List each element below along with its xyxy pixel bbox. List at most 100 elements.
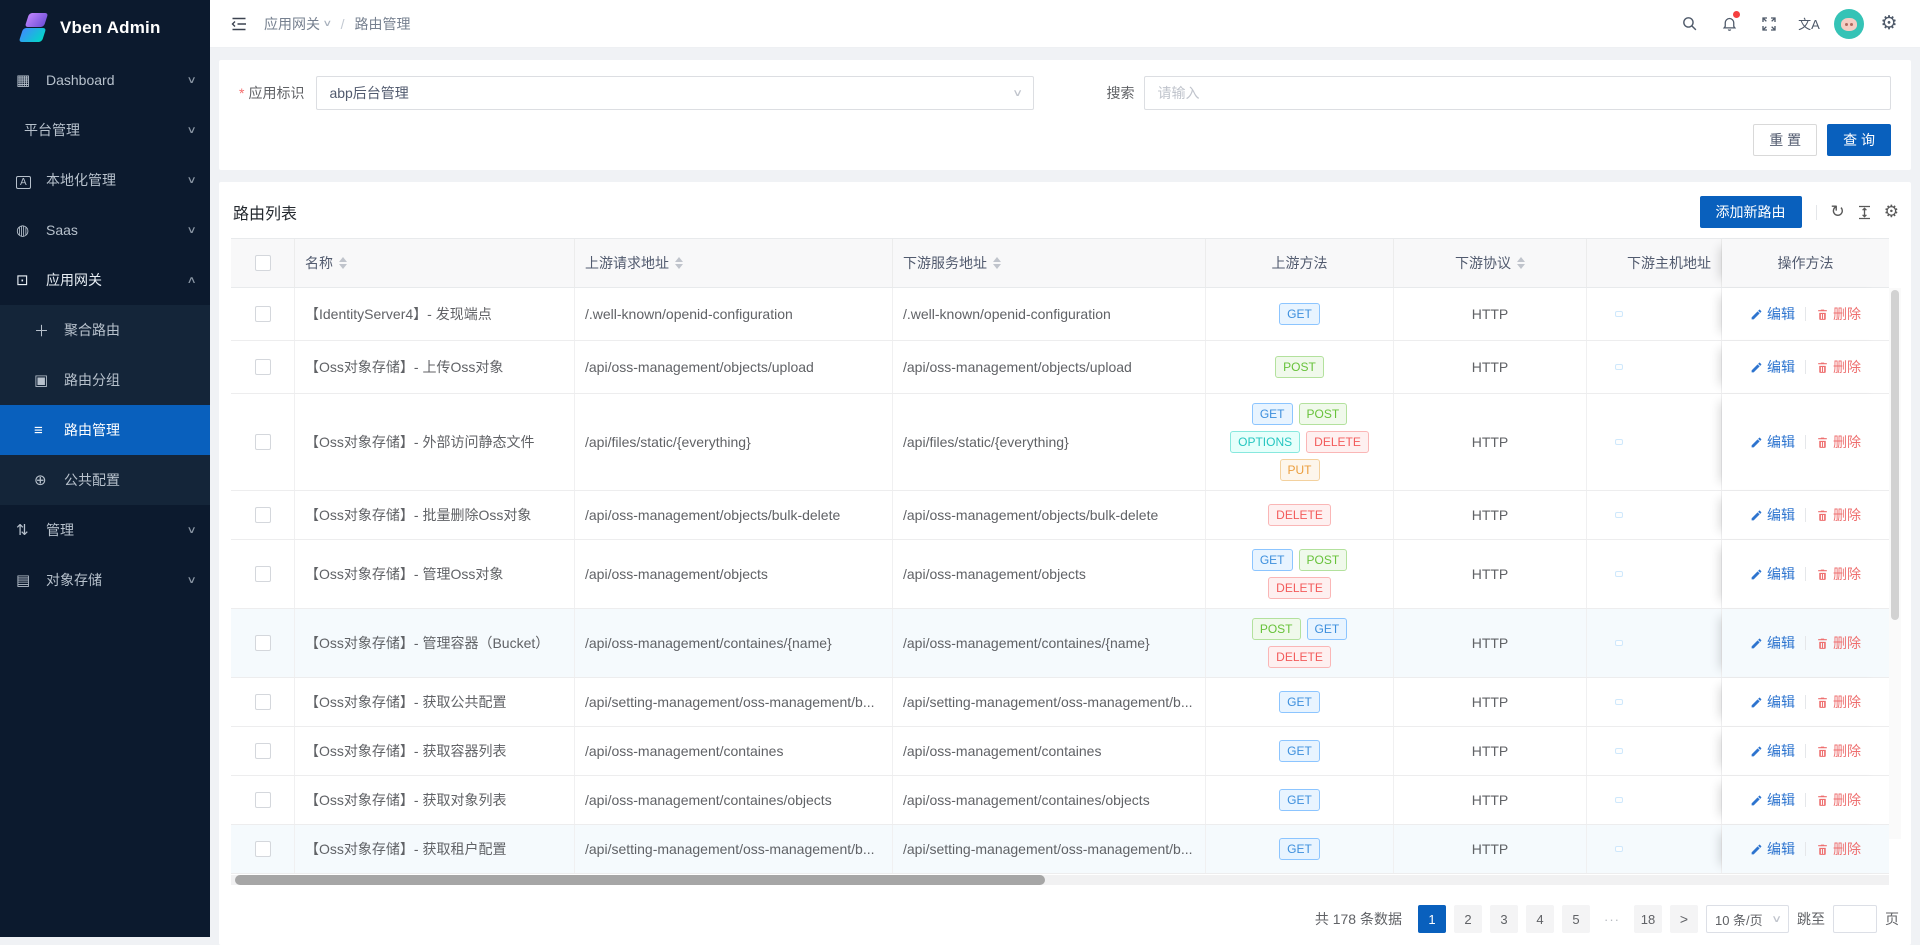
sort-icon[interactable] — [675, 257, 683, 269]
row-checkbox[interactable] — [255, 841, 271, 857]
row-height-icon[interactable] — [1857, 205, 1872, 220]
sidebar-item-平台管理[interactable]: 平台管理∨ — [0, 105, 210, 155]
row-checkbox[interactable] — [255, 507, 271, 523]
row-checkbox[interactable] — [255, 566, 271, 582]
sidebar-item-应用网关[interactable]: ⊡应用网关∧ — [0, 255, 210, 305]
row-checkbox[interactable] — [255, 792, 271, 808]
delete-button[interactable]: 删除 — [1816, 432, 1861, 452]
row-checkbox[interactable] — [255, 434, 271, 450]
column-header-3[interactable]: 下游服务地址 — [893, 239, 1206, 287]
select-all-checkbox[interactable] — [255, 255, 271, 271]
route-name-cell: 【Oss对象存储】- 管理Oss对象 — [295, 540, 575, 608]
delete-button[interactable]: 删除 — [1816, 839, 1861, 859]
page-button-2[interactable]: 2 — [1454, 905, 1482, 933]
row-checkbox[interactable] — [255, 306, 271, 322]
row-checkbox[interactable] — [255, 359, 271, 375]
method-tag-delete: DELETE — [1306, 431, 1369, 453]
route-name-cell: 【IdentityServer4】- 发现端点 — [295, 288, 575, 340]
translate-icon[interactable]: 文A — [1792, 4, 1826, 44]
sort-icon[interactable] — [993, 257, 1001, 269]
protocol-value: HTTP — [1472, 566, 1509, 582]
search-input[interactable] — [1144, 76, 1891, 110]
refresh-icon[interactable]: ↻ — [1831, 202, 1845, 222]
add-route-button[interactable]: 添加新路由 — [1700, 196, 1802, 228]
horizontal-scrollbar-thumb[interactable] — [235, 875, 1045, 885]
row-checkbox-cell — [231, 727, 295, 775]
delete-button[interactable]: 删除 — [1816, 790, 1861, 810]
breadcrumb-app-gateway[interactable]: 应用网关 ∨ — [264, 14, 331, 34]
reset-button[interactable]: 重 置 — [1753, 124, 1817, 156]
upstream-path: /api/files/static/{everything} — [585, 434, 751, 450]
logo[interactable]: Vben Admin — [0, 0, 210, 55]
column-header-1[interactable]: 名称 — [295, 239, 575, 287]
sidebar-item-路由分组[interactable]: ▣路由分组 — [0, 355, 210, 405]
page-button-1[interactable]: 1 — [1418, 905, 1446, 933]
page-button-3[interactable]: 3 — [1490, 905, 1518, 933]
column-header-5[interactable]: 下游协议 — [1394, 239, 1587, 287]
edit-button[interactable]: 编辑 — [1750, 357, 1795, 377]
sidebar-item-聚合路由[interactable]: ＋聚合路由 — [0, 305, 210, 355]
delete-button[interactable]: 删除 — [1816, 564, 1861, 584]
vben-logo-icon — [18, 12, 50, 44]
app-id-select[interactable]: abp后台管理 ∨ — [316, 76, 1034, 110]
edit-button[interactable]: 编辑 — [1750, 304, 1795, 324]
jump-suffix: 页 — [1885, 909, 1899, 929]
page-button-4[interactable]: 4 — [1526, 905, 1554, 933]
table-settings-icon[interactable]: ⚙ — [1884, 202, 1899, 222]
row-checkbox[interactable] — [255, 635, 271, 651]
edit-label: 编辑 — [1767, 505, 1795, 525]
settings-gear-icon[interactable]: ⚙ — [1872, 4, 1906, 44]
search-icon[interactable] — [1672, 4, 1706, 44]
column-header-2[interactable]: 上游请求地址 — [575, 239, 893, 287]
delete-button[interactable]: 删除 — [1816, 304, 1861, 324]
downstream-path-cell: /api/oss-management/containes/{name} — [893, 609, 1206, 677]
sidebar-item-saas[interactable]: ◍Saas∨ — [0, 205, 210, 255]
vertical-scrollbar-thumb[interactable] — [1891, 290, 1899, 620]
edit-button[interactable]: 编辑 — [1750, 692, 1795, 712]
sort-icon[interactable] — [1517, 257, 1525, 269]
menu-fold-icon[interactable] — [224, 9, 254, 39]
method-tag-get: GET — [1252, 403, 1293, 425]
edit-button[interactable]: 编辑 — [1750, 633, 1795, 653]
query-button[interactable]: 查 询 — [1827, 124, 1891, 156]
edit-button[interactable]: 编辑 — [1750, 741, 1795, 761]
next-page-button[interactable]: > — [1670, 905, 1698, 933]
sidebar-item-对象存储[interactable]: ▤对象存储∨ — [0, 555, 210, 605]
edit-button[interactable]: 编辑 — [1750, 505, 1795, 525]
sidebar-item-公共配置[interactable]: ⊕公共配置 — [0, 455, 210, 505]
delete-button[interactable]: 删除 — [1816, 692, 1861, 712]
edit-button[interactable]: 编辑 — [1750, 432, 1795, 452]
page-button-18[interactable]: 18 — [1634, 905, 1662, 933]
page-size-select[interactable]: 10 条/页 ∨ — [1706, 905, 1789, 933]
sidebar-item-路由管理[interactable]: ≡路由管理 — [0, 405, 210, 455]
sidebar-item-dashboard[interactable]: ▦Dashboard∨ — [0, 55, 210, 105]
row-checkbox[interactable] — [255, 694, 271, 710]
delete-button[interactable]: 删除 — [1816, 741, 1861, 761]
actions-cell: 编辑 删除 — [1722, 776, 1889, 824]
delete-button[interactable]: 删除 — [1816, 633, 1861, 653]
edit-button[interactable]: 编辑 — [1750, 564, 1795, 584]
table-row: 【Oss对象存储】- 批量删除Oss对象/api/oss-management/… — [231, 491, 1889, 540]
sort-icon[interactable] — [339, 257, 347, 269]
toolbar-divider — [1816, 205, 1817, 220]
delete-button[interactable]: 删除 — [1816, 357, 1861, 377]
action-divider — [1805, 636, 1806, 650]
edit-button[interactable]: 编辑 — [1750, 790, 1795, 810]
trash-icon — [1816, 745, 1829, 758]
horizontal-scrollbar[interactable] — [231, 875, 1889, 885]
notification-bell-icon[interactable] — [1712, 4, 1746, 44]
sidebar-item-管理[interactable]: ⇅管理∨ — [0, 505, 210, 555]
vertical-scrollbar[interactable] — [1889, 288, 1901, 839]
method-tag-get: GET — [1279, 303, 1320, 325]
jump-page-input[interactable] — [1833, 905, 1877, 933]
protocol-cell: HTTP — [1394, 540, 1587, 608]
edit-button[interactable]: 编辑 — [1750, 839, 1795, 859]
action-divider — [1805, 435, 1806, 449]
page-button-5[interactable]: 5 — [1562, 905, 1590, 933]
user-avatar[interactable] — [1832, 4, 1866, 44]
row-checkbox[interactable] — [255, 743, 271, 759]
delete-button[interactable]: 删除 — [1816, 505, 1861, 525]
fullscreen-icon[interactable] — [1752, 4, 1786, 44]
